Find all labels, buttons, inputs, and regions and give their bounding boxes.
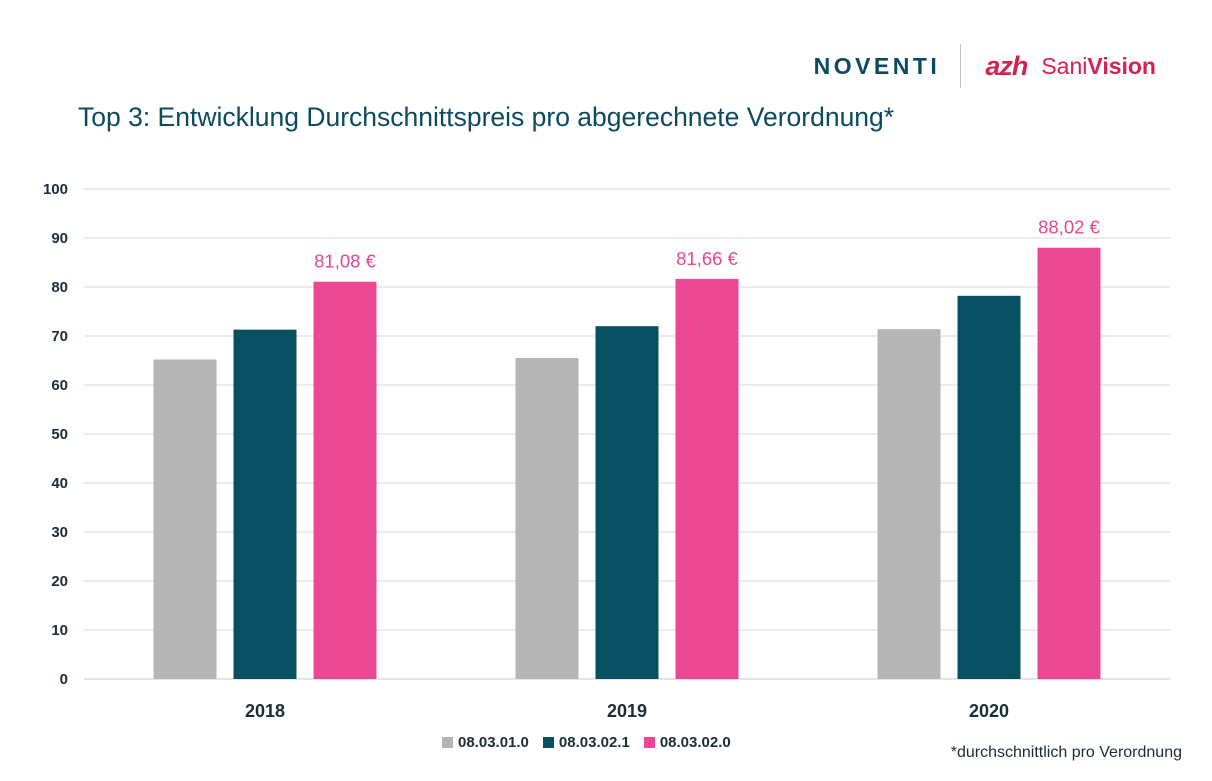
bar	[153, 359, 217, 679]
x-category-label: 2020	[969, 701, 1009, 721]
footnote: *durchschnittlich pro Verordnung	[950, 744, 1182, 761]
chart-title: Top 3: Entwicklung Durchschnittspreis pr…	[78, 102, 895, 132]
legend-swatch	[442, 737, 453, 748]
data-label: 81,66 €	[676, 248, 738, 269]
y-tick-label: 90	[51, 230, 68, 247]
data-label: 81,08 €	[314, 251, 376, 272]
bar	[313, 281, 377, 679]
logo-bar: NOVENTI azh SaniVision	[814, 44, 1156, 88]
logo-divider	[960, 44, 962, 88]
azh-logo: azh	[985, 50, 1028, 81]
bar	[957, 295, 1021, 679]
bar	[675, 278, 739, 679]
legend-item: 08.03.02.0	[643, 734, 731, 751]
y-tick-label: 0	[60, 671, 68, 688]
y-tick-label: 70	[51, 328, 68, 345]
y-tick-label: 50	[51, 426, 68, 443]
legend-swatch	[643, 737, 655, 748]
y-tick-label: 100	[43, 181, 68, 198]
legend-label: 08.03.01.0	[458, 734, 529, 751]
sanivision-logo-part-b: Vision	[1087, 52, 1156, 79]
bar	[515, 358, 579, 679]
legend-item: 08.03.01.0	[442, 734, 529, 751]
legend-label: 08.03.02.0	[659, 734, 731, 751]
y-tick-label: 30	[51, 524, 68, 541]
bar	[595, 326, 659, 679]
legend-label: 08.03.02.1	[558, 734, 630, 751]
y-tick-label: 40	[51, 475, 68, 492]
y-tick-label: 20	[51, 573, 68, 590]
y-tick-label: 10	[51, 622, 68, 639]
y-tick-label: 80	[51, 279, 68, 296]
x-category-label: 2019	[607, 701, 647, 721]
legend-item: 08.03.02.1	[542, 734, 630, 751]
bar	[877, 329, 941, 679]
bar-chart: 0 10 20 30 40 50 60 70 80 90 100 81,08 € 2018 81,66 €…	[43, 181, 1170, 721]
chart-legend: 08.03.01.0 08.03.02.1 08.03.02.0	[442, 734, 745, 751]
legend-swatch	[542, 737, 554, 748]
sanivision-logo: SaniVision	[1041, 53, 1156, 80]
data-label: 88,02 €	[1038, 217, 1100, 238]
bar	[233, 329, 297, 679]
noventi-logo: NOVENTI	[813, 52, 941, 79]
y-tick-label: 60	[51, 377, 68, 394]
x-category-label: 2018	[245, 701, 285, 721]
bar	[1037, 247, 1101, 679]
sanivision-logo-part-a: Sani	[1041, 52, 1088, 79]
